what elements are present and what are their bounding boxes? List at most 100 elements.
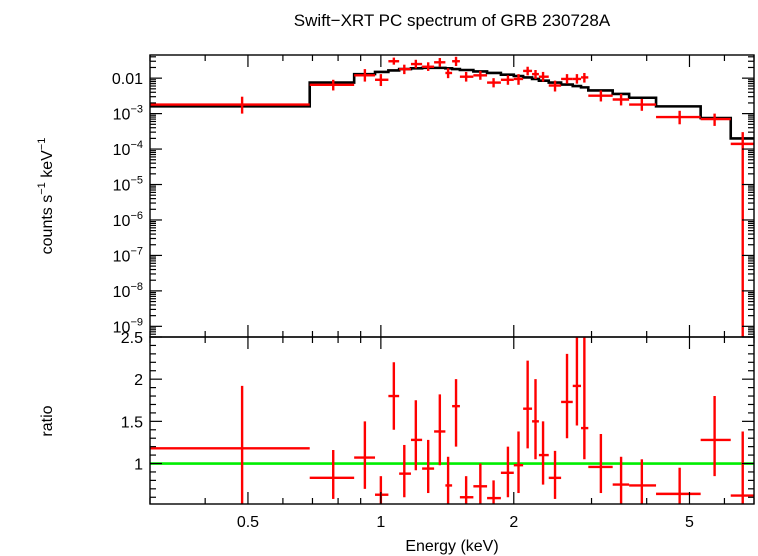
ratio-point-6 <box>410 400 423 471</box>
spectrum-point-5 <box>399 64 411 75</box>
y-tick-base: 10 <box>113 284 131 301</box>
ratio-point-7 <box>422 439 435 494</box>
spectrum-point-1 <box>309 79 355 91</box>
ratio-point-20 <box>561 353 573 439</box>
x-axis-tick-labels: 0.5 1 2 5 <box>237 514 694 531</box>
spectrum-y-tick-label-1: 10−3 <box>113 104 143 124</box>
spectrum-point-17 <box>532 69 539 79</box>
spectrum-point-26 <box>656 110 701 125</box>
y-label-main: counts s <box>39 195 56 255</box>
x-axis-label: Energy (keV) <box>405 538 498 555</box>
y-tick-base: 10 <box>113 142 131 159</box>
ratio-panel: 1 1.5 2 2.5 <box>121 330 755 505</box>
ratio-point-16 <box>523 360 533 449</box>
ratio-point-11 <box>459 476 474 504</box>
spectrum-point-22 <box>581 72 589 83</box>
y-tick-exponent: −6 <box>130 210 143 222</box>
ratio-point-0 <box>150 385 310 504</box>
spectrum-y-tick-label-3: 10−5 <box>113 175 143 195</box>
ratio-y-tick-label-2: 2 <box>134 372 143 389</box>
spectrum-point-27 <box>700 113 731 126</box>
spectrum-y-tick-label-4: 10−6 <box>113 210 143 230</box>
spectrum-point-3 <box>375 74 389 87</box>
ratio-point-27 <box>700 396 731 477</box>
spectrum-point-0 <box>150 96 310 114</box>
ratio-y-tick-label-0: 1 <box>134 457 143 474</box>
ratio-axis-ticks: 1 1.5 2 2.5 <box>121 330 755 504</box>
spectrum-point-16 <box>523 66 533 76</box>
ratio-point-17 <box>532 379 539 460</box>
spectrum-y-tick-label-2: 10−4 <box>113 139 143 159</box>
ratio-y-tick-label-1: 1.5 <box>121 414 143 431</box>
y-tick-base: 10 <box>113 213 131 230</box>
spectrum-point-28 <box>730 132 754 337</box>
y-tick-exponent: −9 <box>130 316 143 328</box>
ratio-point-22 <box>581 337 589 460</box>
model-histogram <box>150 66 754 140</box>
spectrum-point-20 <box>561 74 573 84</box>
spectrum-y-tick-label-5: 10−7 <box>113 245 143 265</box>
ratio-point-5 <box>399 444 411 498</box>
ratio-point-13 <box>487 480 501 504</box>
y-tick-base: 10 <box>113 248 131 265</box>
x-tick-label-3: 5 <box>685 514 694 531</box>
ratio-plot-frame <box>149 336 755 505</box>
chart-title: Swift−XRT PC spectrum of GRB 230728A <box>294 11 611 30</box>
ratio-point-14 <box>500 446 514 498</box>
ratio-point-10 <box>452 379 460 447</box>
spectrum-data-series <box>150 56 754 337</box>
ratio-point-23 <box>588 433 613 494</box>
y-tick-base: 10 <box>113 319 131 336</box>
y-label-sup2: −1 <box>36 138 48 151</box>
ratio-point-26 <box>656 467 701 504</box>
ratio-point-25 <box>629 459 657 504</box>
ratio-y-axis-label: ratio <box>39 405 56 436</box>
y-tick-exponent: −5 <box>130 175 143 187</box>
ratio-point-28 <box>730 431 754 504</box>
spectrum-y-tick-label-7: 10−9 <box>113 316 143 336</box>
spectrum-point-14 <box>500 75 514 85</box>
spectrum-point-13 <box>487 78 501 88</box>
ratio-data-series <box>150 337 754 504</box>
y-tick-base: 10 <box>113 178 131 195</box>
spectrum-point-23 <box>588 90 613 102</box>
y-tick-exponent: −8 <box>130 281 143 293</box>
x-tick-label-2: 2 <box>509 514 518 531</box>
ratio-y-tick-label-3: 2.5 <box>121 330 143 347</box>
ratio-point-15 <box>513 431 524 494</box>
ratio-point-1 <box>309 450 355 499</box>
spectrum-point-2 <box>354 69 376 82</box>
ratio-point-21 <box>572 337 582 426</box>
spectrum-point-21 <box>572 74 582 84</box>
ratio-point-2 <box>354 421 376 489</box>
spectrum-point-25 <box>629 98 657 111</box>
spectrum-point-7 <box>422 62 435 71</box>
y-tick-exponent: −7 <box>130 245 143 257</box>
ratio-point-18 <box>538 421 549 485</box>
spectrum-plot-frame <box>149 54 755 338</box>
spectrum-point-4 <box>388 57 400 65</box>
ratio-point-12 <box>473 463 488 504</box>
spectrum-point-24 <box>612 93 630 106</box>
spectrum-point-19 <box>548 80 562 92</box>
y-tick-base: 10 <box>113 107 131 124</box>
spectrum-y-tick-label-0: 0.01 <box>112 71 143 88</box>
y-label-mid: keV <box>39 150 56 182</box>
x-tick-label-0: 0.5 <box>237 514 259 531</box>
model-curve <box>150 66 754 140</box>
spectrum-point-9 <box>445 68 453 79</box>
spectrum-point-12 <box>473 70 488 80</box>
spectrum-point-6 <box>410 59 423 69</box>
spectrum-y-tick-label-6: 10−8 <box>113 281 143 301</box>
spectrum-y-axis-label: counts s−1 keV−1 <box>36 138 56 255</box>
spectrum-point-18 <box>538 71 549 82</box>
spectrum-point-11 <box>459 71 474 82</box>
y-tick-exponent: −4 <box>130 139 143 151</box>
y-label-sup1: −1 <box>36 182 48 195</box>
spectrum-point-8 <box>434 58 446 67</box>
x-tick-label-1: 1 <box>376 514 385 531</box>
ratio-point-9 <box>445 456 453 504</box>
